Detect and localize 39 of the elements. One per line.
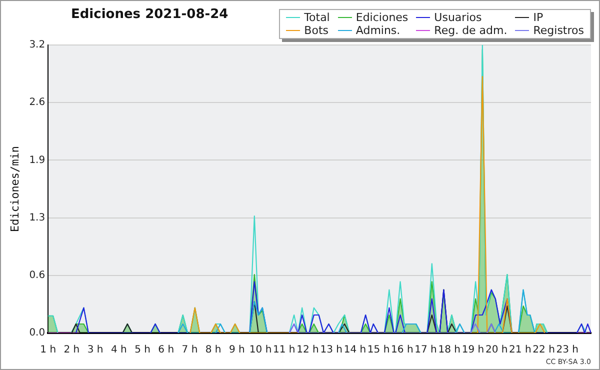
- x-tick-label: 9 h: [228, 344, 245, 356]
- x-tick-label: 21 h: [509, 344, 532, 356]
- x-tick-label: 5 h: [134, 344, 150, 356]
- x-tick-label: 3 h: [87, 344, 104, 356]
- x-tick-label: 7 h: [182, 344, 198, 356]
- x-tick-label: 15 h: [367, 344, 390, 356]
- y-tick-label: 2.6: [29, 97, 46, 108]
- x-tick-label: 16 h: [391, 344, 414, 356]
- y-tick-label: 1.3: [29, 212, 46, 224]
- y-tick-label: 1.9: [29, 154, 46, 166]
- x-tick-label: 13 h: [320, 344, 342, 356]
- x-tick-label: 20 h: [485, 344, 508, 356]
- legend-label: Admins.: [354, 24, 402, 37]
- legend-label: IP: [532, 11, 544, 24]
- x-tick-label: 23 h: [556, 344, 579, 356]
- x-tick-label: 6 h: [158, 344, 174, 356]
- legend-label: Usuarios: [433, 11, 483, 24]
- x-tick-label: 1 h: [40, 344, 56, 356]
- x-tick-label: 11 h: [273, 344, 296, 356]
- y-tick-label: 3.2: [29, 40, 46, 51]
- x-tick-label: 18 h: [438, 344, 460, 356]
- x-tick-label: 14 h: [344, 344, 366, 356]
- legend-label: Total: [303, 11, 330, 24]
- y-tick-label: 0.6: [29, 270, 46, 281]
- x-tick-label: 17 h: [414, 344, 437, 356]
- legend-label: Bots: [303, 24, 330, 37]
- legend-label: Ediciones: [354, 11, 408, 24]
- x-tick-label: 10 h: [249, 344, 272, 356]
- x-tick-label: 19 h: [462, 344, 484, 356]
- x-tick-label: 22 h: [532, 344, 555, 356]
- y-tick-label: 0.0: [29, 328, 46, 339]
- legend-label: Reg. de adm.: [433, 24, 508, 37]
- chart-title: Ediciones 2021-08-24: [71, 7, 228, 22]
- legend-label: Registros: [532, 24, 584, 37]
- x-tick-label: 12 h: [296, 344, 319, 356]
- y-axis-title: Ediciones/min: [8, 146, 22, 232]
- x-tick-label: 8 h: [205, 344, 222, 356]
- x-tick-label: 4 h: [110, 344, 127, 356]
- x-tick-label: 2 h: [64, 344, 80, 356]
